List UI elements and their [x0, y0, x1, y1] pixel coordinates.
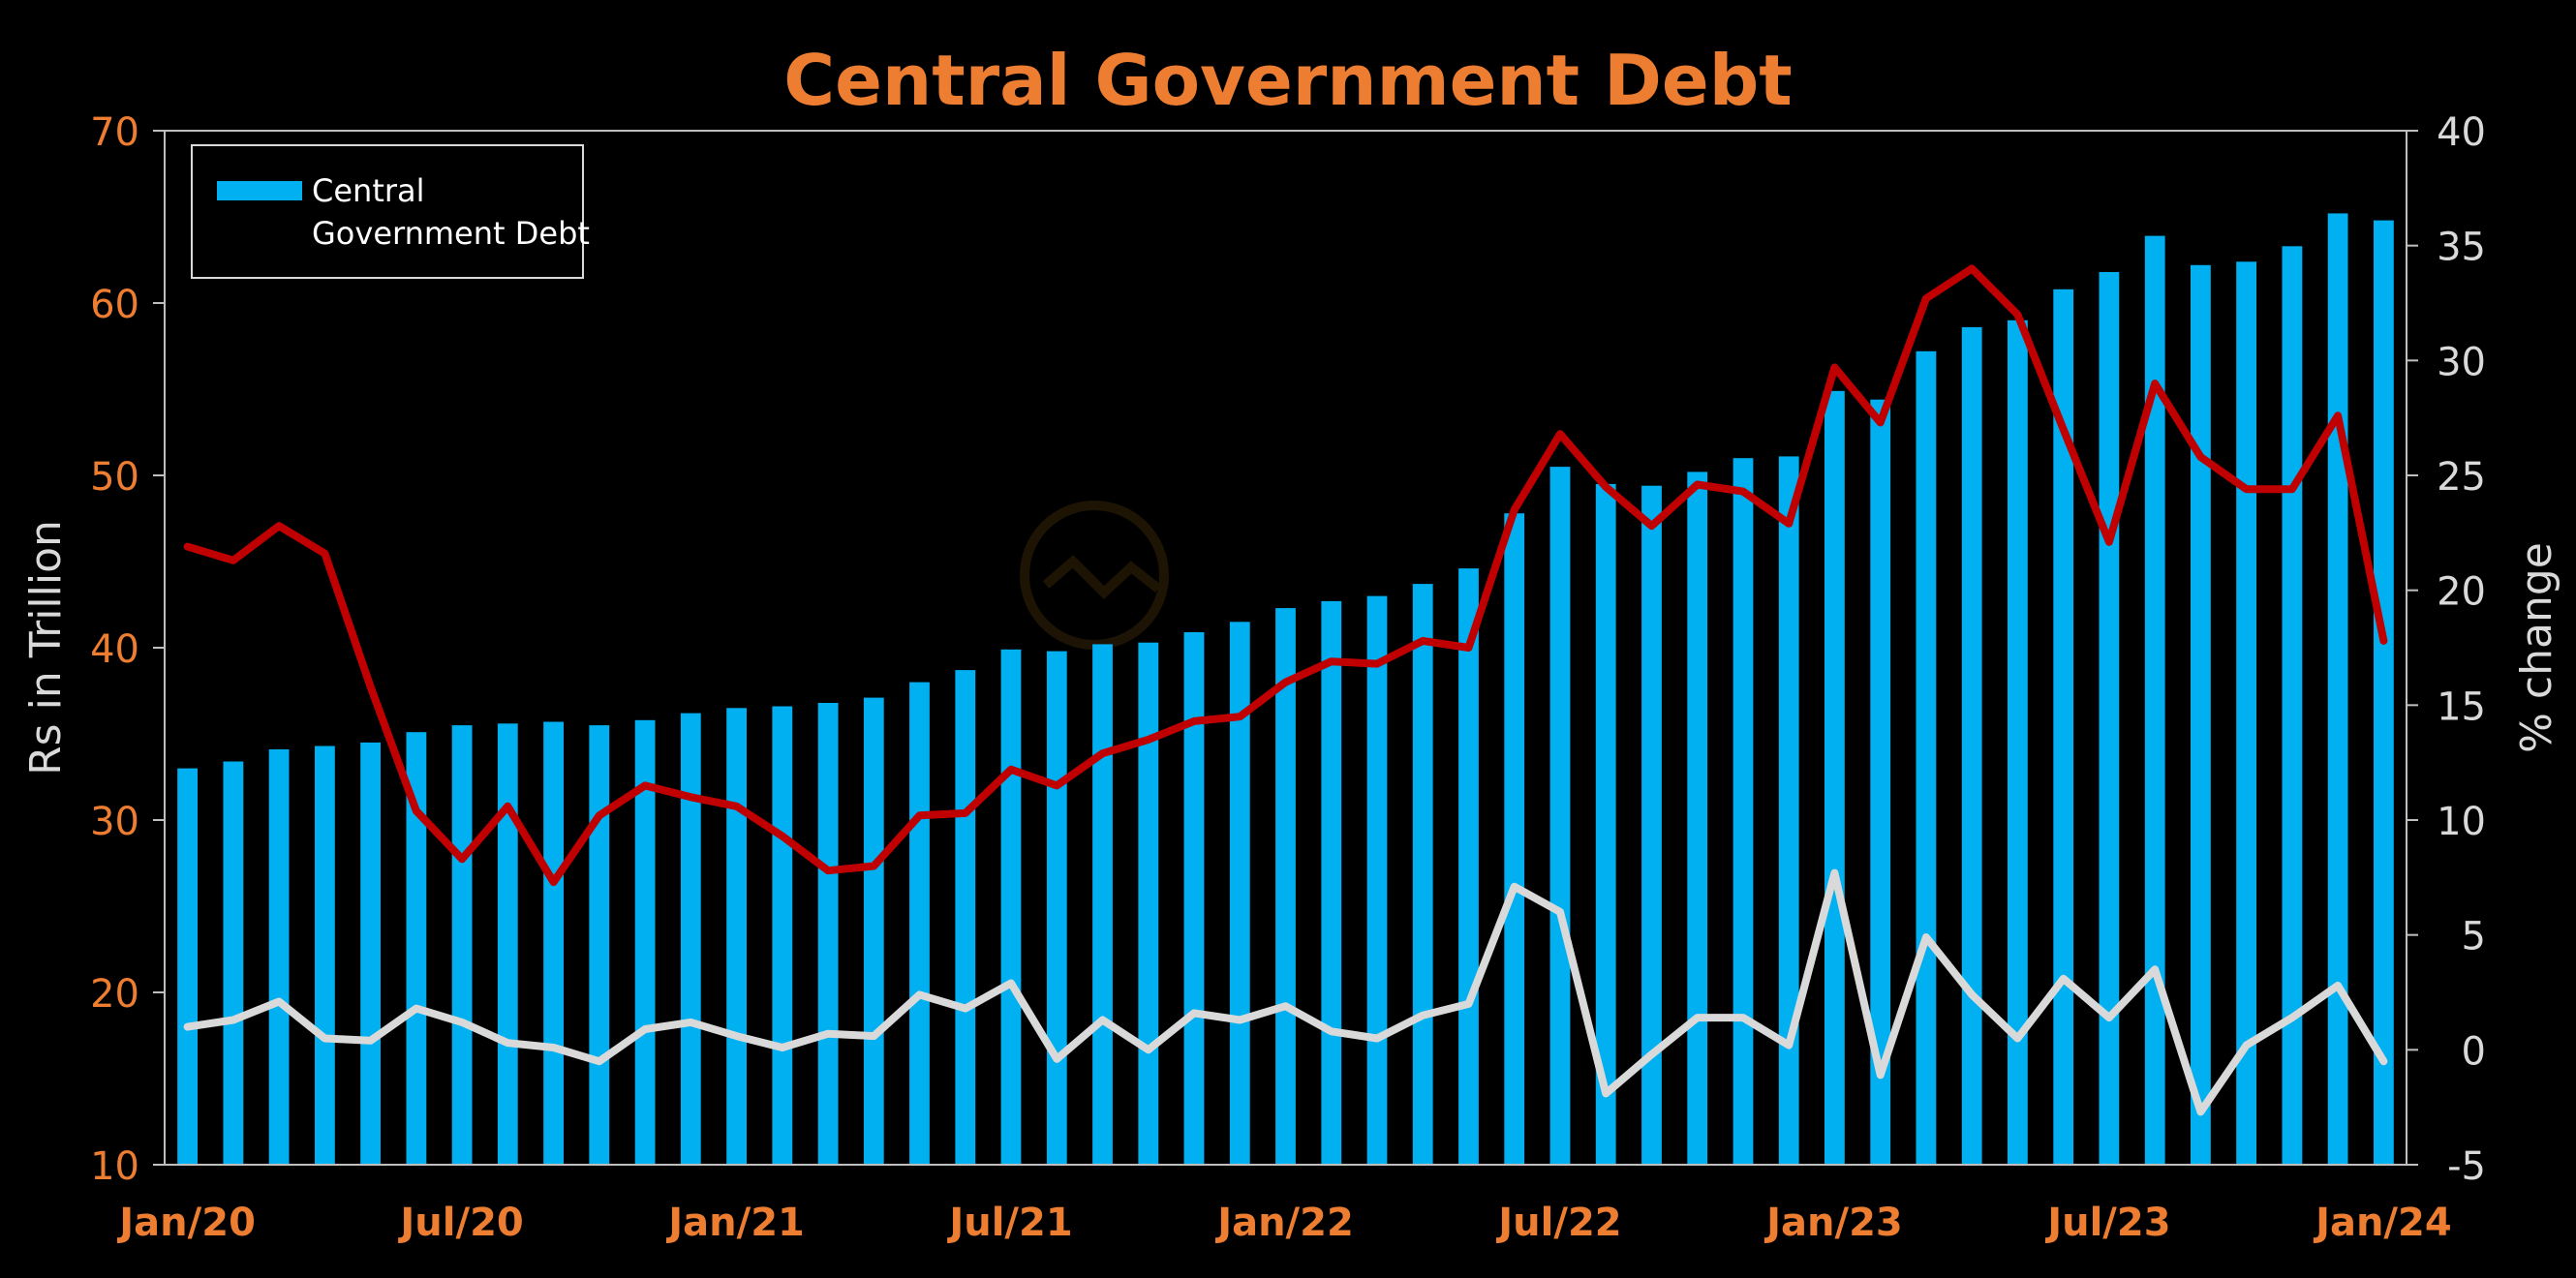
bar-20 [1092, 644, 1113, 1165]
line-series-0 [183, 264, 2388, 887]
bar-14 [817, 703, 839, 1165]
bar-2 [268, 749, 290, 1165]
bar-28 [1458, 568, 1479, 1165]
left-axis-title: Rs in Trillion [21, 520, 71, 776]
x-tick-label: Jan/22 [1214, 1201, 1354, 1245]
x-tick-label: Jan/20 [116, 1201, 256, 1245]
bar-35 [1778, 456, 1799, 1165]
right-tick-label: 10 [2437, 800, 2486, 844]
bar-34 [1733, 458, 1754, 1165]
bar-7 [497, 723, 518, 1165]
right-tick-label: 25 [2437, 455, 2486, 500]
x-tick-label: Jan/21 [665, 1201, 805, 1245]
chart-title: Central Government Debt [783, 40, 1792, 121]
left-tick-label: 30 [90, 800, 139, 844]
left-tick-label: 70 [90, 110, 139, 155]
bar-26 [1366, 595, 1388, 1165]
right-tick-label: 30 [2437, 340, 2486, 384]
right-axis-ticks: -5 0 5 10 15 20 25 30 35 40 [2407, 110, 2486, 1189]
bar-19 [1046, 651, 1067, 1165]
x-tick-label: Jul/21 [946, 1201, 1072, 1245]
bar-21 [1138, 642, 1159, 1165]
legend-label-line2: Government Debt [312, 215, 590, 252]
bar-39 [1961, 326, 1982, 1165]
bar-13 [772, 706, 793, 1165]
bar-18 [1000, 649, 1022, 1165]
bar-8 [543, 721, 564, 1165]
bar-38 [1916, 350, 1937, 1165]
right-tick-label: 0 [2462, 1029, 2486, 1074]
bar-44 [2191, 264, 2211, 1165]
bar-45 [2236, 261, 2256, 1165]
bar-12 [726, 708, 747, 1165]
legend-box [191, 144, 584, 279]
left-tick-label: 40 [90, 627, 139, 672]
legend: Central Government Debt [191, 144, 590, 279]
left-tick-label: 20 [90, 972, 139, 1017]
right-tick-label: 35 [2437, 226, 2486, 270]
x-tick-label: Jan/23 [1763, 1201, 1903, 1245]
lines-layer [183, 264, 2388, 1116]
bar-31 [1595, 483, 1616, 1165]
legend-label-line1: Central [312, 172, 425, 209]
bar-29 [1504, 513, 1525, 1165]
bar-3 [315, 746, 335, 1165]
bar-48 [2374, 220, 2394, 1166]
bar-25 [1321, 600, 1342, 1165]
bar-1 [223, 761, 244, 1165]
bar-30 [1549, 467, 1571, 1166]
bar-11 [680, 713, 701, 1165]
x-tick-label: Jul/20 [397, 1201, 523, 1245]
bar-42 [2099, 272, 2120, 1165]
x-tick-label: Jul/23 [2044, 1201, 2170, 1245]
bar-41 [2053, 289, 2074, 1165]
bar-33 [1687, 472, 1708, 1165]
bar-22 [1183, 632, 1205, 1165]
right-axis-title: % change [2512, 542, 2561, 753]
bar-17 [955, 670, 976, 1165]
bar-6 [451, 725, 473, 1165]
bar-24 [1275, 608, 1296, 1165]
bar-15 [863, 697, 884, 1165]
bar-27 [1412, 584, 1433, 1165]
x-tick-label: Jan/24 [2313, 1201, 2452, 1245]
bar-9 [589, 725, 610, 1165]
bar-37 [1870, 399, 1891, 1165]
right-tick-label: 20 [2437, 570, 2486, 615]
right-tick-label: 15 [2437, 685, 2486, 729]
line-series-1 [183, 868, 2388, 1116]
left-tick-label: 60 [90, 283, 139, 327]
x-tick-label: Jul/22 [1495, 1201, 1621, 1245]
legend-swatch [217, 181, 302, 200]
right-tick-label: -5 [2447, 1144, 2486, 1189]
left-tick-label: 10 [90, 1144, 139, 1189]
x-axis-ticks: Jan/20 Jul/20 Jan/21 Jul/21 Jan/22 Jul/22 Jan/… [116, 1201, 2451, 1245]
bar-46 [2282, 246, 2303, 1166]
bar-0 [177, 768, 198, 1165]
bar-5 [406, 732, 427, 1165]
bar-47 [2327, 213, 2348, 1165]
bar-23 [1229, 622, 1250, 1165]
right-tick-label: 40 [2437, 110, 2486, 155]
left-axis-ticks: 10 20 30 40 50 60 70 [90, 110, 165, 1189]
bar-16 [909, 682, 930, 1165]
bar-43 [2144, 235, 2165, 1166]
bar-10 [634, 719, 656, 1165]
left-tick-label: 50 [90, 455, 139, 500]
bar-32 [1641, 485, 1662, 1165]
bar-4 [360, 742, 381, 1165]
bar-40 [2008, 320, 2028, 1165]
right-tick-label: 5 [2462, 915, 2486, 959]
bar-36 [1825, 390, 1845, 1165]
